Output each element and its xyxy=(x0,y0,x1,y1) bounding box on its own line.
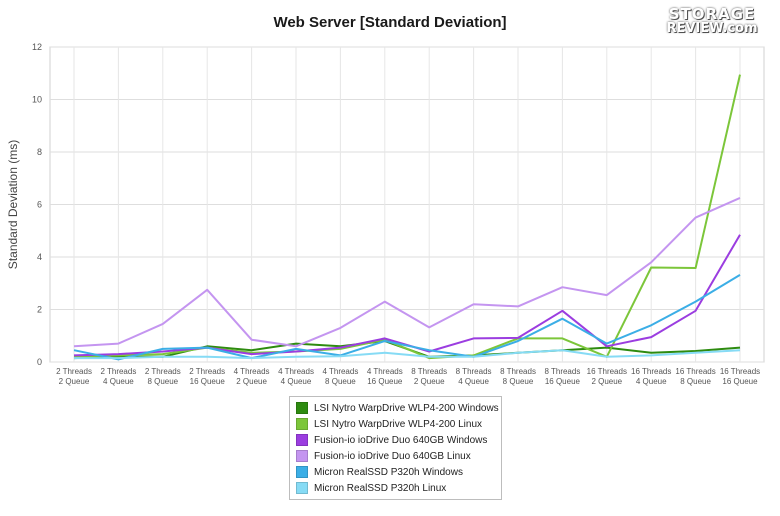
chart-legend: LSI Nytro WarpDrive WLP4-200 Windows LSI … xyxy=(289,396,502,500)
x-tick-label: 2 Threads 8 Queue xyxy=(145,367,181,386)
storagereview-logo: STORAGE REVIEW.com xyxy=(662,6,762,40)
series-line-5 xyxy=(73,274,741,361)
y-tick-label: 6 xyxy=(37,200,42,210)
legend-label: LSI Nytro WarpDrive WLP4-200 Linux xyxy=(314,418,483,430)
y-tick-label: 8 xyxy=(37,147,42,157)
y-tick-label: 12 xyxy=(32,42,42,52)
x-tick-label: 16 Threads 8 Queue xyxy=(675,367,715,386)
chart-title: Web Server [Standard Deviation] xyxy=(273,14,507,31)
legend-label: Fusion-io ioDrive Duo 640GB Linux xyxy=(314,450,471,462)
x-tick-label: 8 Threads 8 Queue xyxy=(500,367,536,386)
x-tick-label: 16 Threads 2 Queue xyxy=(587,367,627,386)
y-tick-label: 10 xyxy=(32,95,42,105)
legend-item: Micron RealSSD P320h Windows xyxy=(290,464,501,480)
series-line-4 xyxy=(73,196,741,348)
x-tick-label: 8 Threads 16 Queue xyxy=(544,367,580,386)
legend-swatch xyxy=(296,466,308,478)
legend-item: LSI Nytro WarpDrive WLP4-200 Linux xyxy=(290,416,501,432)
legend-swatch xyxy=(296,402,308,414)
x-tick-label: 8 Threads 4 Queue xyxy=(456,367,492,386)
x-tick-label: 8 Threads 2 Queue xyxy=(411,367,447,386)
legend-label: Micron RealSSD P320h Windows xyxy=(314,466,463,478)
x-tick-label: 16 Threads 4 Queue xyxy=(631,367,671,386)
x-tick-label: 4 Threads 8 Queue xyxy=(322,367,358,386)
x-tick-label: 2 Threads 4 Queue xyxy=(100,367,136,386)
legend-swatch xyxy=(296,482,308,494)
legend-swatch xyxy=(296,434,308,446)
series-line-6 xyxy=(74,349,741,360)
x-tick-label: 4 Threads 2 Queue xyxy=(234,367,270,386)
series-line-2 xyxy=(73,74,741,360)
legend-label: Fusion-io ioDrive Duo 640GB Windows xyxy=(314,434,488,446)
legend-item: Fusion-io ioDrive Duo 640GB Linux xyxy=(290,448,501,464)
y-tick-label: 2 xyxy=(37,305,42,315)
x-tick-label: 2 Threads 2 Queue xyxy=(56,367,92,386)
x-tick-label: 16 Threads 16 Queue xyxy=(720,367,760,386)
line-chart: 0 2 4 6 8 10 12 2 Threads 2 Queue 2 Threads 4 Queu… xyxy=(6,42,765,386)
y-axis-label: Standard Deviation (ms) xyxy=(6,140,20,269)
legend-item: LSI Nytro WarpDrive WLP4-200 Windows xyxy=(290,400,501,416)
legend-item: Fusion-io ioDrive Duo 640GB Windows xyxy=(290,432,501,448)
x-tick-label: 4 Threads 16 Queue xyxy=(367,367,403,386)
y-tick-label: 4 xyxy=(37,252,42,262)
logo-line-1: STORAGE xyxy=(668,5,756,23)
legend-label: LSI Nytro WarpDrive WLP4-200 Windows xyxy=(314,402,499,414)
legend-item: Micron RealSSD P320h Linux xyxy=(290,480,501,496)
x-tick-label: 2 Threads 16 Queue xyxy=(189,367,225,386)
legend-swatch xyxy=(296,450,308,462)
y-tick-label: 0 xyxy=(37,357,42,367)
x-tick-label: 4 Threads 4 Queue xyxy=(278,367,314,386)
series-line-3 xyxy=(73,234,741,357)
logo-line-2: REVIEW.com xyxy=(666,21,758,36)
legend-swatch xyxy=(296,418,308,430)
legend-label: Micron RealSSD P320h Linux xyxy=(314,482,447,494)
